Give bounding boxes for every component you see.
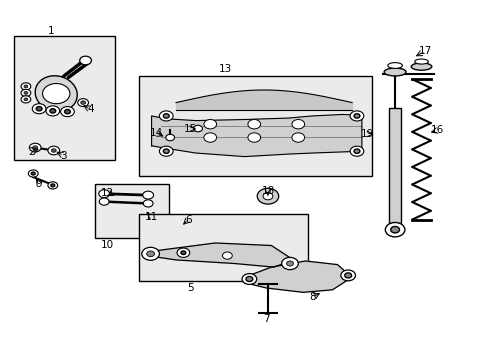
- Circle shape: [344, 273, 351, 278]
- Circle shape: [181, 251, 185, 255]
- Circle shape: [48, 146, 60, 155]
- Circle shape: [291, 133, 304, 142]
- Circle shape: [203, 120, 216, 129]
- Circle shape: [263, 193, 272, 200]
- Circle shape: [385, 222, 404, 237]
- Text: 10: 10: [101, 240, 114, 250]
- Circle shape: [353, 114, 359, 118]
- Circle shape: [51, 149, 56, 152]
- Circle shape: [146, 251, 154, 257]
- Circle shape: [33, 146, 38, 149]
- Ellipse shape: [414, 59, 427, 64]
- Text: 7: 7: [263, 314, 269, 324]
- Circle shape: [24, 91, 28, 94]
- Text: 11: 11: [144, 212, 158, 222]
- Text: 16: 16: [430, 125, 444, 135]
- Circle shape: [165, 134, 174, 141]
- Circle shape: [159, 146, 173, 156]
- Circle shape: [242, 274, 256, 284]
- Text: 13: 13: [218, 64, 231, 74]
- Circle shape: [99, 190, 109, 198]
- Circle shape: [36, 107, 42, 111]
- Bar: [139, 214, 307, 281]
- Circle shape: [42, 84, 70, 104]
- Text: 6: 6: [184, 215, 191, 225]
- Text: 18: 18: [261, 186, 274, 196]
- Circle shape: [281, 257, 298, 270]
- Text: 1: 1: [48, 26, 55, 36]
- Bar: [139, 76, 371, 176]
- Circle shape: [28, 170, 38, 177]
- Ellipse shape: [410, 63, 431, 70]
- Circle shape: [21, 83, 31, 90]
- Ellipse shape: [387, 63, 402, 68]
- Circle shape: [81, 101, 85, 104]
- Text: 9: 9: [36, 179, 42, 189]
- Circle shape: [286, 261, 293, 266]
- Circle shape: [390, 226, 399, 233]
- Circle shape: [51, 184, 55, 187]
- Circle shape: [163, 114, 169, 118]
- Circle shape: [349, 146, 363, 156]
- Circle shape: [61, 107, 74, 117]
- Circle shape: [142, 191, 153, 199]
- Circle shape: [222, 252, 232, 259]
- Circle shape: [31, 172, 35, 175]
- Circle shape: [247, 133, 260, 142]
- Circle shape: [291, 120, 304, 129]
- Ellipse shape: [35, 76, 77, 112]
- Ellipse shape: [384, 68, 405, 76]
- Circle shape: [80, 56, 91, 65]
- Circle shape: [99, 198, 109, 205]
- Circle shape: [21, 89, 31, 96]
- Bar: [14, 36, 115, 160]
- Circle shape: [349, 111, 363, 121]
- Circle shape: [32, 104, 46, 114]
- Text: 17: 17: [418, 46, 431, 56]
- Circle shape: [142, 247, 159, 260]
- Circle shape: [247, 120, 260, 129]
- Text: 14: 14: [149, 128, 163, 138]
- Circle shape: [143, 200, 153, 207]
- Circle shape: [245, 276, 252, 282]
- Circle shape: [353, 149, 359, 153]
- Circle shape: [21, 96, 31, 103]
- Circle shape: [46, 106, 60, 116]
- Text: 5: 5: [187, 283, 194, 293]
- Polygon shape: [146, 243, 293, 267]
- Circle shape: [24, 98, 28, 101]
- Circle shape: [340, 270, 355, 281]
- Circle shape: [203, 133, 216, 142]
- Polygon shape: [151, 114, 361, 157]
- Text: 15: 15: [183, 124, 197, 134]
- Bar: [388, 108, 400, 223]
- Circle shape: [177, 248, 189, 257]
- Text: 8: 8: [309, 292, 316, 302]
- Circle shape: [24, 85, 28, 88]
- Circle shape: [193, 125, 202, 132]
- Text: 3: 3: [60, 150, 67, 161]
- Text: 19: 19: [360, 129, 374, 139]
- Circle shape: [257, 188, 278, 204]
- Circle shape: [64, 109, 70, 114]
- Circle shape: [29, 143, 41, 152]
- Circle shape: [78, 99, 88, 107]
- Text: 12: 12: [101, 188, 114, 198]
- Circle shape: [50, 109, 56, 113]
- Text: 2: 2: [28, 147, 35, 157]
- Text: 4: 4: [87, 104, 94, 114]
- Circle shape: [48, 182, 58, 189]
- Polygon shape: [244, 261, 351, 292]
- Circle shape: [163, 149, 169, 153]
- Bar: [95, 184, 168, 238]
- Circle shape: [159, 111, 173, 121]
